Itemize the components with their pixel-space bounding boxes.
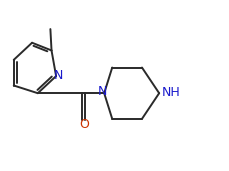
Text: NH: NH <box>161 86 180 99</box>
Text: O: O <box>79 118 89 131</box>
Text: N: N <box>98 85 107 98</box>
Text: N: N <box>54 69 63 82</box>
